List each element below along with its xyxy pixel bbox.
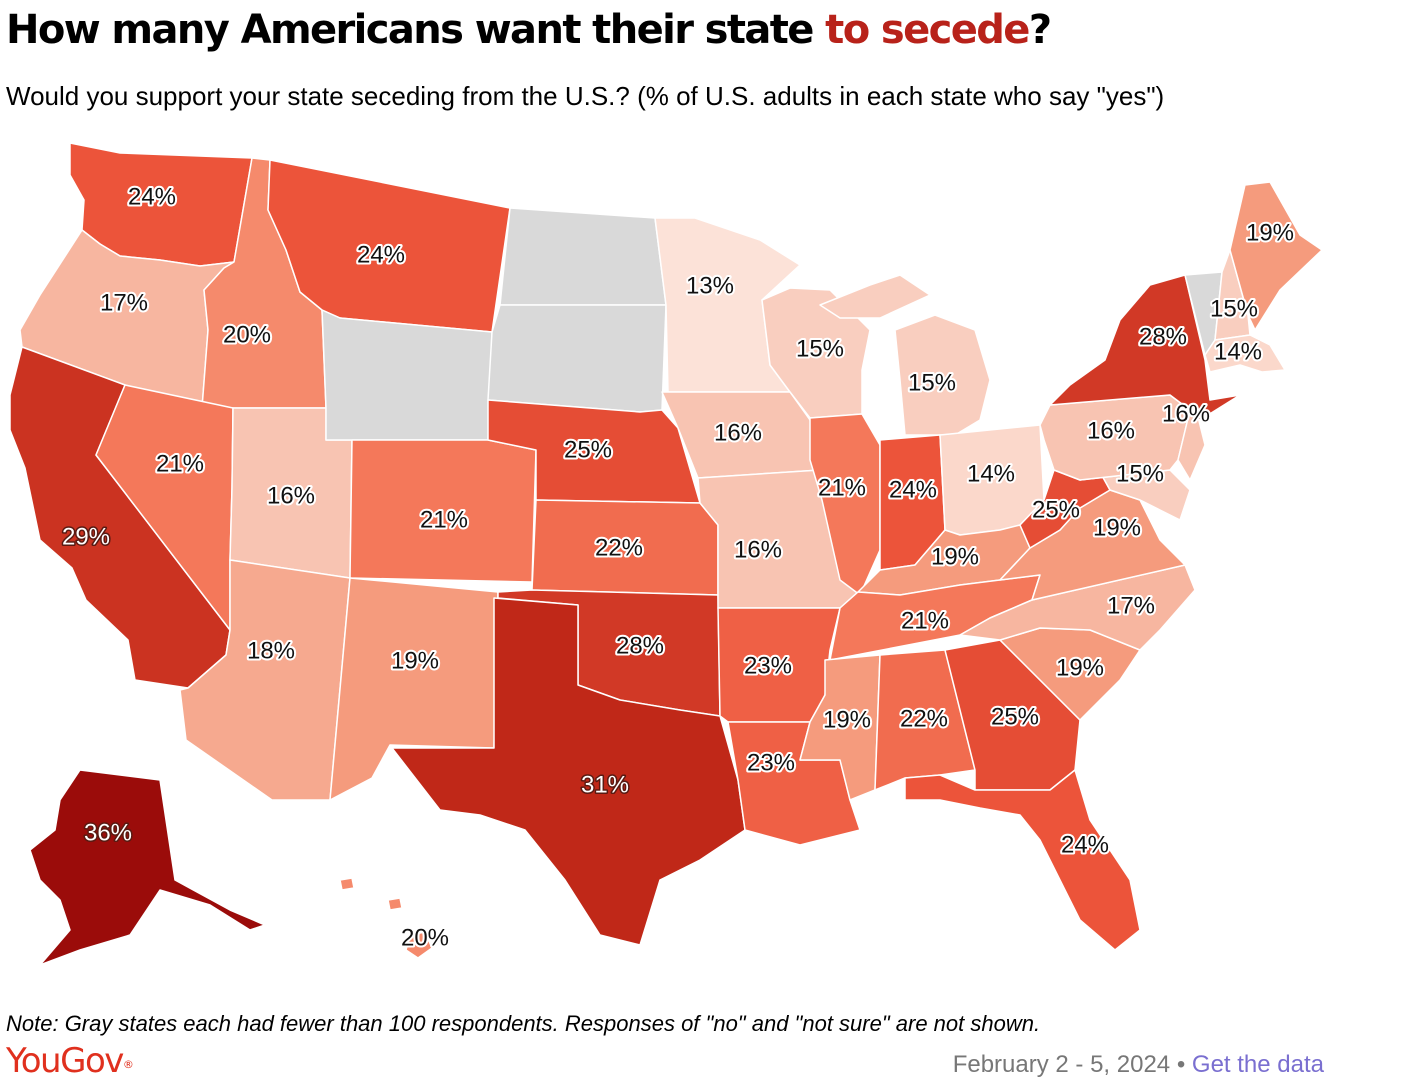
label-tn: 21%: [901, 607, 949, 634]
state-co: [349, 439, 537, 583]
labels-layer: 24% 17% 29% 20% 21% 16% 18% 24% 21% 19% 25% 22% 28% 3…: [60, 181, 1296, 953]
label-ny: 28%: [1139, 323, 1187, 350]
state-wy: [321, 309, 493, 441]
label-md: 15%: [1116, 460, 1164, 487]
label-wi: 15%: [796, 335, 844, 362]
label-mi: 15%: [908, 369, 956, 396]
get-the-data-link[interactable]: Get the data: [1191, 1051, 1324, 1078]
label-mn: 13%: [686, 272, 734, 299]
label-ms: 19%: [823, 706, 871, 733]
label-tx: 31%: [581, 771, 629, 798]
label-ma: 14%: [1214, 338, 1262, 365]
state-sd: [487, 304, 667, 413]
label-wa: 24%: [128, 183, 176, 210]
label-id: 20%: [223, 321, 271, 348]
survey-date: February 2 - 5, 2024: [952, 1051, 1171, 1078]
title-highlight: to secede: [825, 7, 1030, 53]
label-ca: 29%: [62, 523, 110, 550]
label-ak: 36%: [84, 819, 132, 846]
label-or: 17%: [100, 289, 148, 316]
state-ma: [1204, 334, 1286, 373]
brand-name: YouGov: [6, 1041, 124, 1081]
chart-subtitle: Would you support your state seceding fr…: [6, 81, 1165, 111]
state-hi: [339, 877, 433, 959]
footnote: Note: Gray states each had fewer than 10…: [6, 1011, 1041, 1036]
label-ne: 25%: [564, 436, 612, 463]
state-nd: [499, 207, 667, 306]
label-ut: 16%: [267, 482, 315, 509]
label-az: 18%: [247, 637, 295, 664]
label-ky: 19%: [931, 543, 979, 570]
label-hi: 20%: [401, 924, 449, 951]
label-co: 21%: [420, 506, 468, 533]
state-ak: [29, 769, 266, 966]
label-oh: 14%: [967, 460, 1015, 487]
label-il: 21%: [818, 474, 866, 501]
label-al: 22%: [900, 705, 948, 732]
title-suffix: ?: [1028, 7, 1052, 53]
label-ok: 28%: [616, 632, 664, 659]
label-in: 24%: [889, 476, 937, 503]
us-choropleth-map: 24% 17% 29% 20% 21% 16% 18% 24% 21% 19% 25% 22% 28% 3…: [9, 142, 1323, 966]
state-tx: [391, 597, 746, 946]
state-mi: [819, 274, 991, 436]
state-fl: [904, 769, 1141, 951]
label-mo: 16%: [734, 536, 782, 563]
yougov-logo: YouGov®: [6, 1040, 134, 1082]
footer-separator: •: [1176, 1051, 1186, 1078]
footer-info: February 2 - 5, 2024 • Get the data: [953, 1050, 1324, 1080]
label-fl: 24%: [1061, 831, 1109, 858]
label-ks: 22%: [595, 534, 643, 561]
title-prefix: How many Americans want their state: [6, 7, 826, 53]
label-mt: 24%: [357, 241, 405, 268]
state-ny: [1049, 274, 1241, 421]
label-nm: 19%: [391, 647, 439, 674]
label-me: 19%: [1246, 219, 1294, 246]
state-nc: [959, 564, 1196, 651]
label-ia: 16%: [714, 419, 762, 446]
label-ga: 25%: [991, 703, 1039, 730]
label-sc: 19%: [1056, 654, 1104, 681]
chart-title: How many Americans want their state to s…: [6, 4, 1052, 56]
label-ar: 23%: [744, 652, 792, 679]
label-nv: 21%: [156, 450, 204, 477]
label-nh: 15%: [1210, 295, 1258, 322]
label-nc: 17%: [1107, 592, 1155, 619]
label-la: 23%: [747, 749, 795, 776]
states-layer: [9, 142, 1323, 966]
label-nj: 16%: [1162, 400, 1210, 427]
state-nh: [1214, 249, 1251, 341]
label-wv: 25%: [1032, 496, 1080, 523]
state-me: [1229, 181, 1323, 331]
brand-registered-mark: ®: [122, 1058, 134, 1071]
label-va: 19%: [1093, 514, 1141, 541]
label-pa: 16%: [1087, 417, 1135, 444]
state-wi: [761, 287, 871, 419]
